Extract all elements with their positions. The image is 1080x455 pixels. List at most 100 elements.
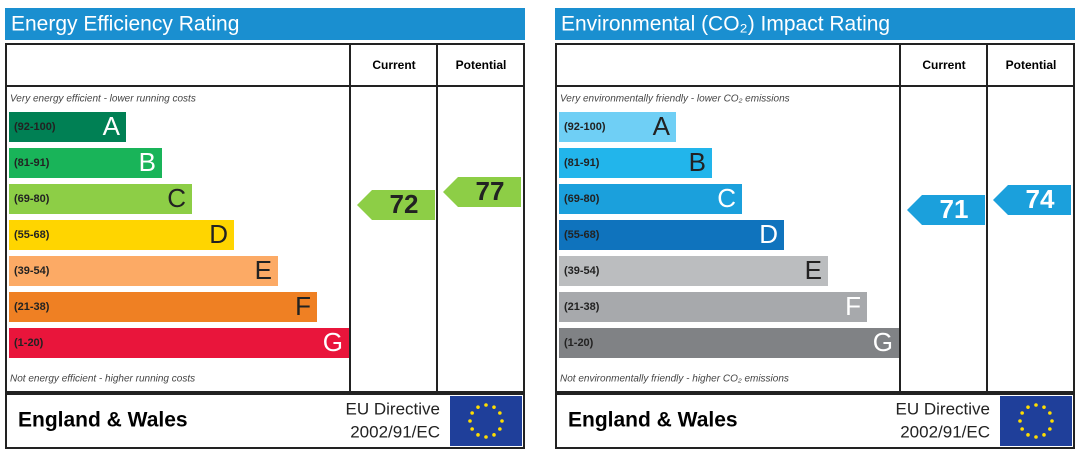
band-range: (69-80) [14, 193, 50, 205]
band-letter: G [873, 327, 893, 357]
band-range: (81-91) [564, 157, 600, 169]
rating-band [9, 256, 278, 286]
flag-star [1020, 427, 1024, 431]
band-letter: D [759, 219, 778, 249]
flag-star [1026, 433, 1030, 437]
column-header: Potential [1006, 58, 1057, 72]
column-header: Current [372, 58, 415, 72]
band-range: (92-100) [14, 121, 56, 133]
footer-frame [555, 393, 1075, 449]
band-range: (39-54) [14, 265, 50, 277]
rating-band [559, 148, 712, 178]
rating-band [9, 184, 192, 214]
rating-arrow [443, 177, 521, 207]
band-range: (1-20) [14, 337, 44, 349]
top-note: Very energy efficient - lower running co… [10, 94, 196, 105]
flag-star [1018, 419, 1022, 423]
rating-arrow [357, 190, 435, 220]
rating-band [559, 184, 742, 214]
band-letter: E [805, 255, 822, 285]
rating-band [9, 220, 234, 250]
directive: 2002/91/EC [350, 422, 440, 441]
band-letter: C [167, 183, 186, 213]
band-range: (92-100) [564, 121, 606, 133]
flag-star [476, 405, 480, 409]
flag-star [468, 419, 472, 423]
rating-band [559, 328, 899, 358]
title-bar [555, 8, 1075, 40]
band-range: (81-91) [14, 157, 50, 169]
band-letter: C [717, 183, 736, 213]
rating-band [9, 292, 317, 322]
band-range: (21-38) [14, 301, 50, 313]
rating-panel: Energy Efficiency Rating Current Potential… [5, 8, 525, 449]
footer-frame [5, 393, 525, 449]
rating-panel: Environmental (CO₂) Impact Rating Current… [555, 8, 1075, 449]
band-letter: F [845, 291, 861, 321]
band-letter: B [689, 147, 706, 177]
directive: EU Directive [896, 399, 990, 418]
region: England & Wales [568, 409, 738, 432]
flag-star [498, 411, 502, 415]
band-range: (69-80) [564, 193, 600, 205]
rating-value: 74 [1026, 184, 1055, 214]
panel-title: Environmental (CO₂) Impact Rating [561, 13, 890, 36]
band-letter: F [295, 291, 311, 321]
directive: EU Directive [346, 399, 440, 418]
flag-star [470, 411, 474, 415]
panel-title: Energy Efficiency Rating [11, 13, 239, 36]
directive: 2002/91/EC [900, 422, 990, 441]
band-letter: A [653, 111, 671, 141]
rating-band [559, 256, 828, 286]
rating-band [9, 112, 126, 142]
band-letter: B [139, 147, 156, 177]
rating-value: 72 [390, 189, 419, 219]
flag-star [1034, 435, 1038, 439]
bottom-note: Not environmentally friendly - higher CO… [560, 374, 789, 385]
flag-star [1042, 405, 1046, 409]
rating-value: 71 [940, 194, 969, 224]
band-range: (55-68) [564, 229, 600, 241]
rating-arrow [907, 195, 985, 225]
flag-star [498, 427, 502, 431]
column-header: Current [922, 58, 965, 72]
rating-band [9, 328, 349, 358]
band-letter: A [103, 111, 121, 141]
region: England & Wales [18, 409, 188, 432]
flag-star [484, 435, 488, 439]
table-frame [555, 43, 1075, 393]
rating-band [559, 220, 784, 250]
rating-band [559, 112, 676, 142]
bottom-note: Not energy efficient - higher running co… [10, 374, 195, 385]
flag-star [476, 433, 480, 437]
band-range: (1-20) [564, 337, 594, 349]
flag-star [1048, 427, 1052, 431]
flag-star [484, 403, 488, 407]
flag-star [1034, 403, 1038, 407]
rating-band [9, 148, 162, 178]
band-letter: E [255, 255, 272, 285]
top-note: Very environmentally friendly - lower CO… [560, 94, 790, 105]
rating-arrow [993, 185, 1071, 215]
title-bar [5, 8, 525, 40]
table-frame [5, 43, 525, 393]
band-range: (55-68) [14, 229, 50, 241]
band-range: (21-38) [564, 301, 600, 313]
flag-star [492, 433, 496, 437]
rating-band [559, 292, 867, 322]
flag-star [500, 419, 504, 423]
band-letter: G [323, 327, 343, 357]
band-range: (39-54) [564, 265, 600, 277]
rating-value: 77 [476, 176, 505, 206]
flag-star [1026, 405, 1030, 409]
band-letter: D [209, 219, 228, 249]
flag-star [1020, 411, 1024, 415]
flag-star [1050, 419, 1054, 423]
flag-star [1042, 433, 1046, 437]
column-header: Potential [456, 58, 507, 72]
flag-star [492, 405, 496, 409]
flag-star [1048, 411, 1052, 415]
flag-star [470, 427, 474, 431]
